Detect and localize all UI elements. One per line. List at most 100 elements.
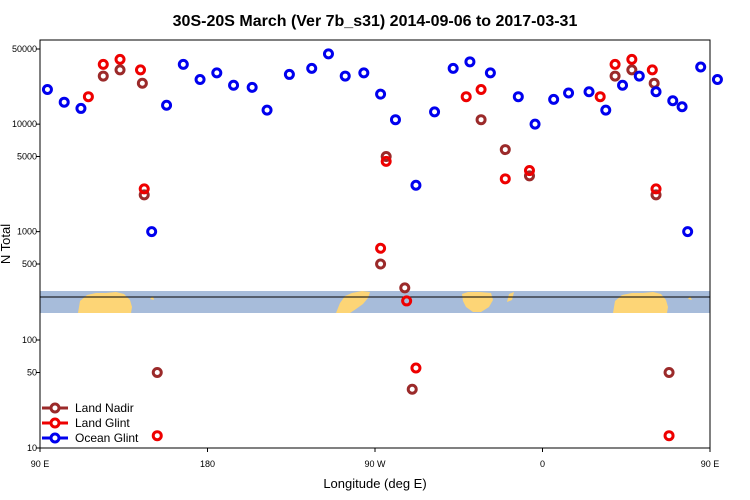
point-ocean-glint [161,99,173,111]
point-ocean-glint [617,79,629,91]
chart-title: 30S-20S March (Ver 7b_s31) 2014-09-06 to… [173,13,578,30]
x-tick-label: 180 [200,459,215,469]
legend-marker-land-glint [49,417,61,429]
point-ocean-glint [711,74,723,86]
point-land-nadir [499,144,511,156]
point-ocean-glint [650,86,662,98]
point-ocean-glint [464,56,476,68]
point-ocean-glint [548,93,560,105]
point-land-nadir [663,367,675,379]
legend-label-ocean-glint: Ocean Glint [75,431,139,445]
y-tick-label: 10 [27,443,37,453]
point-ocean-glint [261,104,273,116]
point-land-glint [82,91,94,103]
point-land-nadir [648,77,660,89]
y-tick-label: 50000 [12,44,37,54]
x-axis: 90 E 180 90 W 0 90 E [31,448,720,469]
point-land-glint [135,64,146,76]
point-ocean-glint [177,58,189,70]
legend-marker-ocean-glint [49,432,61,444]
point-ocean-glint [283,68,295,80]
y-tick-label: 5000 [17,152,37,162]
point-ocean-glint [306,62,318,74]
point-land-nadir [650,189,662,201]
y-axis: 50000 10000 5000 1000 500 100 50 10 [12,44,40,453]
point-ocean-glint [339,70,351,82]
point-ocean-glint [58,96,70,108]
point-land-nadir [399,282,411,294]
point-land-glint [523,165,535,177]
point-ocean-glint [375,88,387,100]
point-ocean-glint [228,79,240,91]
y-tick-label: 10000 [12,119,37,129]
y-axis-label: N Total [0,224,13,264]
scatter-points [41,48,723,442]
point-ocean-glint [41,84,53,96]
point-land-nadir [151,367,163,379]
point-ocean-glint [358,67,370,79]
point-ocean-glint [75,102,87,114]
point-land-nadir [380,151,392,162]
point-land-glint [626,53,638,65]
point-ocean-glint [676,101,688,113]
point-land-glint [594,91,606,103]
point-land-nadir [97,70,109,82]
point-ocean-glint [600,104,612,116]
y-tick-label: 1000 [17,227,37,237]
point-ocean-glint [146,226,158,238]
legend-marker-land-nadir [49,402,61,414]
point-land-glint [609,58,621,70]
point-land-glint [460,91,472,103]
point-land-nadir [475,114,487,126]
y-tick-label: 50 [27,368,37,378]
point-land-glint [375,242,387,254]
point-ocean-glint [429,106,441,118]
point-ocean-glint [667,95,679,107]
point-land-glint [410,362,422,374]
point-land-glint [499,173,511,185]
legend-label-land-nadir: Land Nadir [75,401,134,415]
point-ocean-glint [529,118,541,130]
point-ocean-glint [484,67,496,79]
point-ocean-glint [633,70,645,82]
legend-label-land-glint: Land Glint [75,416,130,430]
point-land-nadir [406,383,418,395]
x-tick-label: 90 W [364,459,386,469]
point-ocean-glint [563,87,575,99]
x-tick-label: 0 [540,459,545,469]
point-land-nadir [136,77,148,89]
y-tick-label: 100 [22,335,37,345]
land-new-zealand-right [688,296,692,300]
point-ocean-glint [410,179,422,191]
point-land-glint [646,64,658,76]
point-land-glint [151,430,163,442]
x-tick-label: 90 E [701,459,720,469]
ocean-band [40,291,710,313]
point-ocean-glint [695,61,707,73]
land-ocean-map-band [40,291,710,313]
point-ocean-glint [512,91,524,103]
point-land-nadir [626,64,638,76]
point-land-nadir [523,170,535,182]
point-ocean-glint [211,67,223,79]
point-land-nadir [375,258,387,270]
point-land-nadir [609,70,621,82]
point-ocean-glint [583,86,595,98]
point-ocean-glint [682,226,694,238]
point-land-glint [650,183,662,195]
y-tick-label: 500 [22,259,37,269]
point-land-glint [475,84,487,96]
point-land-glint [97,58,109,70]
point-land-glint [380,155,392,167]
plot-frame [39,39,711,449]
point-land-nadir [138,189,150,201]
point-land-glint [114,53,126,65]
point-land-nadir [114,64,126,76]
x-tick-label: 90 E [31,459,50,469]
point-ocean-glint [246,81,258,93]
point-land-glint [138,183,150,195]
point-ocean-glint [447,62,459,74]
x-axis-label: Longitude (deg E) [323,476,426,491]
